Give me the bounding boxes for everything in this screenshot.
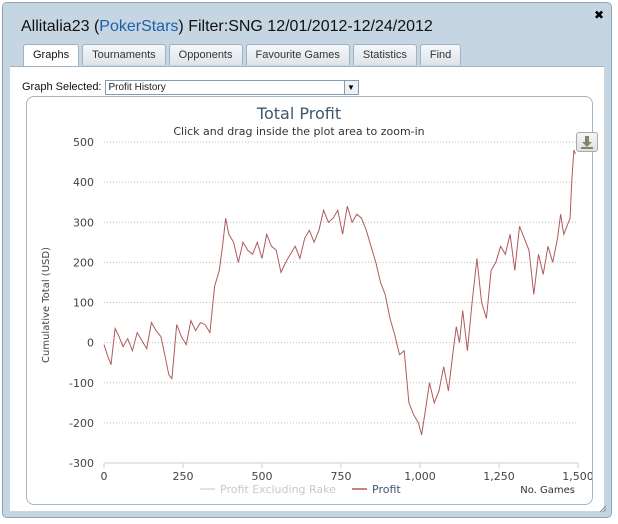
graph-selector-label: Graph Selected: [22,81,102,93]
tab-opponents[interactable]: Opponents [168,44,243,65]
y-tick-label: 100 [73,297,94,310]
chart-panel: Total Profit Click and drag inside the p… [26,96,598,505]
chevron-down-icon[interactable]: ▼ [343,80,358,94]
profit-chart[interactable]: Total Profit Click and drag inside the p… [27,97,594,504]
graph-select[interactable]: Profit History ▼ [104,79,359,95]
title-user: Allitalia23 [21,18,90,35]
y-tick-label: -100 [69,377,94,390]
series-profit-line [103,149,576,436]
graph-select-value: Profit History [108,81,166,93]
y-tick-label: 200 [73,256,94,269]
chart-subtitle: Click and drag inside the plot area to z… [173,125,424,138]
y-tick-label: 300 [73,216,94,229]
title-paren-open: ( [93,18,100,35]
x-tick-label: 1,000 [404,470,436,483]
title-filter: Filter:SNG 12/01/2012-12/24/2012 [188,18,433,35]
download-button[interactable] [576,132,598,152]
x-tick-label: 750 [331,470,352,483]
tab-find[interactable]: Find [419,44,462,65]
window-title: Allitalia23 (PokerStars) Filter:SNG 12/0… [21,18,433,36]
x-tick-label: 1,250 [483,470,515,483]
x-axis-title: No. Games [520,485,575,496]
tab-content-graphs: Graph Selected: Profit History ▼ Total P… [10,66,604,511]
y-tick-label: -200 [69,417,94,430]
title-bar: Allitalia23 (PokerStars) Filter:SNG 12/0… [3,3,611,45]
y-tick-label: 400 [73,176,94,189]
dialog-window: Allitalia23 (PokerStars) Filter:SNG 12/0… [2,2,612,518]
tab-statistics[interactable]: Statistics [352,44,417,65]
tab-favourite-games[interactable]: Favourite Games [245,44,350,65]
chart-title: Total Profit [256,104,341,123]
download-icon [581,136,593,149]
y-tick-label: 0 [87,337,94,350]
tab-bar: Graphs Tournaments Opponents Favourite G… [23,44,462,67]
resize-grip-icon[interactable] [599,505,607,513]
x-tick-label: 250 [173,470,194,483]
y-tick-label: 500 [73,136,94,149]
graph-selector-row: Graph Selected: Profit History ▼ [22,79,359,95]
close-icon[interactable]: ✖ [593,8,605,22]
tab-graphs[interactable]: Graphs [23,44,80,67]
x-tick-label: 1,500 [562,470,592,483]
x-tick-label: 0 [101,470,108,483]
legend-item-profit-excluding-rake[interactable]: Profit Excluding Rake [220,483,336,496]
x-axis-ticks: 0 250 500 750 1,000 1,250 1,500 [101,462,594,483]
legend-item-profit[interactable]: Profit [372,483,401,496]
y-tick-label: -300 [69,457,94,470]
y-axis-title: Cumulative Total (USD) [41,247,52,363]
grid-lines [104,141,578,464]
tab-tournaments[interactable]: Tournaments [82,44,166,65]
title-paren-close: ) [178,18,184,35]
legend: Profit Excluding Rake Profit [200,483,401,496]
title-site: PokerStars [99,18,179,35]
x-tick-label: 500 [252,470,273,483]
y-axis-ticks: 500 400 300 200 100 0 -100 -200 -300 [69,136,94,470]
